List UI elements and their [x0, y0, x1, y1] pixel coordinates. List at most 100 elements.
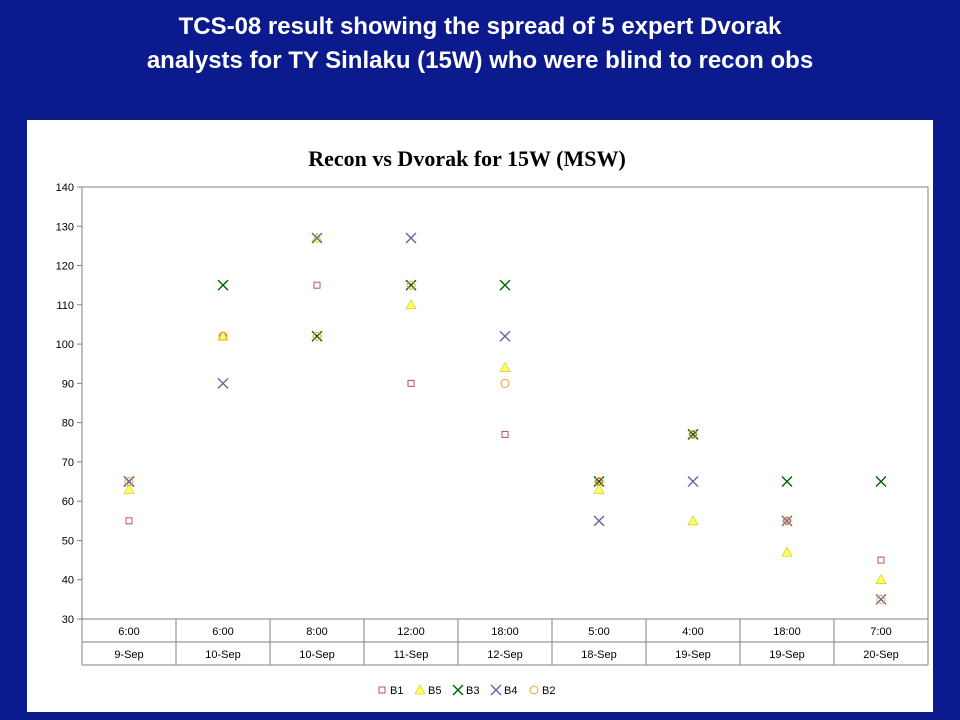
- marker-shape: [124, 477, 134, 487]
- data-point-b2: [876, 594, 886, 604]
- marker-shape: [123, 483, 135, 494]
- x-tick-label-date: 19-Sep: [675, 649, 710, 661]
- data-point-b3: [781, 476, 793, 488]
- chart-axes: 30 40 50 60 70 80 90 100 110 120 130 140 6:00 9-Sep 6:…: [56, 182, 929, 666]
- x-tick-label-date: 10-Sep: [205, 649, 240, 661]
- x-tick-label-date: 19-Sep: [769, 649, 804, 661]
- marker-shape: [875, 574, 887, 585]
- y-tick-label: 140: [56, 182, 74, 194]
- data-point-b4: [123, 476, 135, 488]
- data-point-b3: [875, 476, 887, 488]
- marker-shape: [217, 377, 229, 389]
- x-tick-label-date: 12-Sep: [487, 649, 522, 661]
- marker-shape: [500, 378, 510, 388]
- data-point-b4: [875, 593, 887, 605]
- data-point-b2: [218, 331, 228, 341]
- data-point-b4: [593, 515, 605, 527]
- marker-shape: [593, 483, 605, 494]
- marker-shape: [781, 476, 793, 488]
- legend-label-b4: B4: [504, 685, 517, 697]
- marker-shape: [125, 517, 133, 525]
- x-tick-label-time: 12:00: [397, 626, 425, 638]
- data-point-b4: [311, 232, 323, 244]
- y-tick-label: 110: [56, 300, 74, 312]
- marker-shape: [217, 279, 229, 291]
- data-point-b5: [405, 299, 417, 310]
- x-tick-label-time: 4:00: [682, 626, 703, 638]
- data-point-b3: [499, 279, 511, 291]
- marker-shape: [529, 685, 539, 695]
- data-point-b3: [311, 330, 323, 342]
- legend-marker-b1: [378, 686, 386, 694]
- marker-shape: [594, 477, 604, 487]
- marker-shape: [688, 429, 698, 439]
- data-point-b5: [781, 546, 793, 557]
- legend-label-b1: B1: [390, 685, 403, 697]
- x-tick-label-time: 5:00: [588, 626, 609, 638]
- data-point-b4: [405, 232, 417, 244]
- marker-shape: [405, 279, 417, 291]
- marker-shape: [783, 517, 791, 525]
- chart-title: Recon vs Dvorak for 15W (MSW): [308, 146, 626, 171]
- legend-marker-b5: [414, 684, 426, 695]
- marker-shape: [593, 476, 605, 488]
- x-tick-label-time: 7:00: [870, 626, 891, 638]
- marker-shape: [313, 281, 321, 289]
- y-tick-label: 40: [62, 575, 74, 587]
- marker-shape: [218, 331, 228, 341]
- marker-shape: [311, 232, 323, 244]
- marker-shape: [781, 515, 793, 527]
- x-tick-label-date: 18-Sep: [581, 649, 616, 661]
- data-point-b1: [783, 517, 791, 525]
- data-point-b5: [593, 483, 605, 494]
- data-point-b1: [125, 517, 133, 525]
- slide-title: TCS-08 result showing the spread of 5 ex…: [0, 10, 960, 78]
- marker-shape: [781, 546, 793, 557]
- legend-marker-b3: [452, 684, 464, 696]
- marker-shape: [875, 593, 887, 605]
- x-tick-label-time: 18:00: [491, 626, 519, 638]
- data-point-b4: [499, 330, 511, 342]
- legend-label-b2: B2: [542, 685, 555, 697]
- marker-shape: [499, 279, 511, 291]
- marker-shape: [414, 684, 426, 695]
- data-point-b1: [407, 379, 415, 387]
- data-point-b4: [217, 377, 229, 389]
- legend-label-b3: B3: [466, 685, 479, 697]
- marker-shape: [689, 430, 697, 438]
- marker-shape: [406, 280, 416, 290]
- chart-legend: B1 B5 B3 B4 B2: [378, 684, 555, 697]
- data-point-b2: [500, 378, 510, 388]
- chart-points: [123, 232, 887, 605]
- marker-shape: [378, 686, 386, 694]
- data-point-b1: [877, 556, 885, 564]
- data-point-b3: [687, 428, 699, 440]
- data-point-b2: [688, 429, 698, 439]
- x-tick-label-time: 6:00: [212, 626, 233, 638]
- data-point-b2: [406, 280, 416, 290]
- data-point-b2: [312, 331, 322, 341]
- y-tick-label: 100: [56, 339, 74, 351]
- data-point-b2: [782, 516, 792, 526]
- marker-shape: [876, 594, 886, 604]
- y-tick-label: 120: [56, 261, 74, 273]
- marker-shape: [312, 331, 322, 341]
- slide-title-line-2: analysts for TY Sinlaku (15W) who were b…: [146, 47, 814, 74]
- data-point-b5: [123, 483, 135, 494]
- legend-marker-b2: [529, 685, 539, 695]
- marker-shape: [311, 330, 323, 342]
- y-tick-label: 50: [62, 535, 74, 547]
- marker-shape: [782, 516, 792, 526]
- y-tick-label: 70: [62, 457, 74, 469]
- marker-shape: [687, 515, 699, 526]
- scatter-chart: Recon vs Dvorak for 15W (MSW) 30 40 50 60 70…: [56, 146, 929, 697]
- y-tick-label: 90: [62, 378, 74, 390]
- data-point-b5: [687, 515, 699, 526]
- marker-shape: [123, 476, 135, 488]
- data-point-b4: [781, 515, 793, 527]
- data-point-b3: [405, 279, 417, 291]
- x-tick-label-time: 8:00: [306, 626, 327, 638]
- marker-shape: [452, 684, 464, 696]
- x-tick-label-date: 9-Sep: [114, 649, 143, 661]
- marker-shape: [405, 299, 417, 310]
